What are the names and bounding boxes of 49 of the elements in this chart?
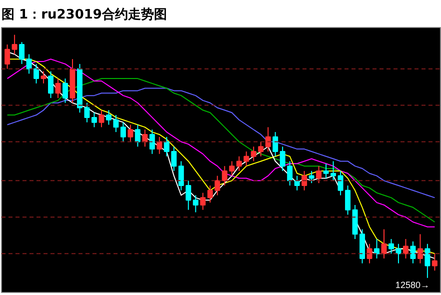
- candlestick: [214, 175, 220, 196]
- chart-title: 图 1：ru23019合约走势图: [2, 6, 167, 22]
- candlestick: [40, 70, 46, 84]
- candlestick: [402, 238, 408, 259]
- candlestick: [106, 110, 112, 126]
- candlestick: [417, 234, 423, 264]
- candlestick: [26, 54, 32, 74]
- candlestick: [280, 146, 286, 172]
- candlestick: [98, 110, 104, 128]
- candlestick: [410, 240, 416, 264]
- candlestick: [142, 129, 148, 148]
- candlestick: [250, 146, 256, 162]
- candlestick: [308, 170, 314, 184]
- candlestick: [374, 238, 380, 259]
- candlestick: [186, 180, 192, 210]
- candlestick: [424, 243, 430, 278]
- candlestick: [134, 124, 140, 148]
- candlestick: [55, 78, 61, 99]
- candlestick: [128, 124, 134, 142]
- candlestick: [120, 122, 126, 142]
- candlestick: [34, 63, 40, 84]
- candlestick: [222, 166, 228, 186]
- candlestick: [12, 34, 18, 55]
- candlestick: [156, 136, 162, 154]
- candlestick: [287, 160, 293, 186]
- candlestick: [432, 253, 438, 272]
- candlestick: [192, 194, 198, 213]
- candlestick: [4, 44, 10, 70]
- candlestick: [207, 185, 213, 204]
- candlestick: [366, 243, 372, 264]
- candlestick: [178, 160, 184, 191]
- text: 12580→: [395, 280, 430, 290]
- candlestick: [316, 166, 322, 184]
- candlestick: [302, 170, 308, 191]
- candlestick: [229, 160, 235, 176]
- candlestick: [62, 78, 68, 104]
- candlestick: [164, 136, 170, 157]
- candlestick: [149, 129, 155, 154]
- candlestick: [48, 70, 54, 99]
- candlestick: [171, 146, 177, 172]
- candlestick: [265, 126, 271, 152]
- candlestick: [272, 132, 278, 157]
- candlestick: [91, 112, 97, 128]
- candlestick: [200, 192, 206, 210]
- candlestick: [258, 141, 264, 157]
- candlestick: [113, 114, 119, 133]
- candlestick: [381, 228, 387, 259]
- candlestick: [294, 175, 300, 191]
- candlestick: [19, 42, 25, 64]
